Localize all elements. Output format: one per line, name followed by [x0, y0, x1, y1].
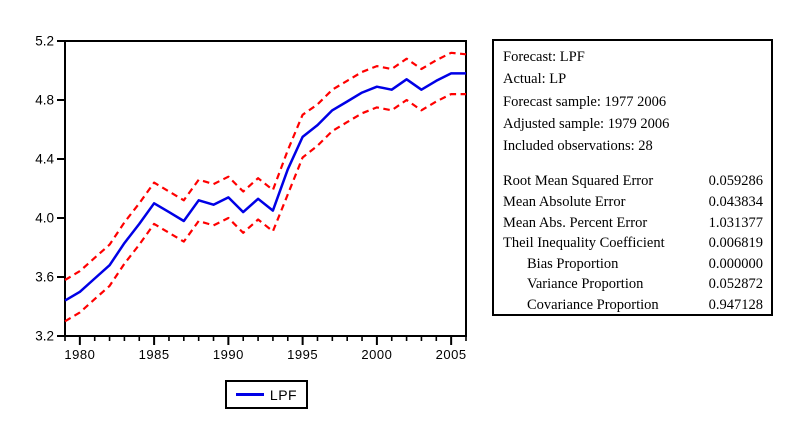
stats-header-line: Forecast sample: 1977 2006 [503, 93, 667, 110]
stats-metric-label: Mean Abs. Percent Error [503, 214, 648, 231]
stats-metric-value: 0.059286 [708, 173, 763, 190]
x-tick-label: 1995 [287, 347, 318, 362]
x-tick-label: 1980 [64, 347, 95, 362]
x-tick-label: 2005 [436, 347, 467, 362]
upper-2se-band-line [64, 51, 467, 281]
x-tick-label: 2000 [361, 347, 392, 362]
stats-metric-row: Root Mean Squared Error 0.059286 [503, 171, 763, 192]
stats-metric-label: Bias Proportion [527, 255, 619, 272]
stats-metric-label: Mean Absolute Error [503, 194, 626, 211]
stats-metric-value: 0.052872 [708, 276, 763, 293]
stats-metric-value: 0.006819 [708, 235, 763, 252]
stats-metric-row: Theil Inequality Coefficient 0.006819 [503, 233, 763, 254]
stats-metric-row: Mean Abs. Percent Error 1.031377 [503, 213, 763, 234]
stats-header: Forecast: LPF Actual: LP Forecast sample: … [503, 46, 763, 157]
stats-metric-row: Variance Proportion 0.052872 [503, 274, 763, 295]
y-tick-label: 3.2 [35, 329, 54, 344]
y-tick-label: 4.0 [35, 211, 54, 226]
lower-2se-band-line [64, 92, 466, 323]
stats-metric-label: Root Mean Squared Error [503, 173, 654, 190]
x-tick-label: 1985 [139, 347, 170, 362]
plot-border [64, 40, 467, 337]
stats-metric-value: 0.043834 [708, 194, 763, 211]
lpf-line [64, 72, 466, 302]
y-tick-label: 4.4 [35, 152, 54, 167]
stats-spacer [503, 157, 763, 171]
x-tick-label: 1990 [213, 347, 244, 362]
stats-metric-row: Covariance Proportion 0.947128 [503, 295, 763, 316]
stats-header-line: Included observations: 28 [503, 138, 653, 155]
stats-metric-value: 1.031377 [708, 214, 763, 231]
legend-line-sample [235, 393, 264, 396]
stats-metric-row: Bias Proportion 0.000000 [503, 254, 763, 275]
legend-label: LPF [269, 386, 298, 403]
chart-legend: LPF [225, 380, 308, 409]
y-tick-label: 5.2 [35, 34, 54, 49]
stats-header-line: Forecast: LPF [503, 49, 585, 65]
stats-header-line: Actual: LP [503, 71, 567, 88]
stats-metric-label: Covariance Proportion [527, 297, 659, 314]
stats-metric-row: Mean Absolute Error 0.043834 [503, 192, 763, 213]
y-tick-label: 3.6 [35, 270, 54, 285]
stats-metrics: Root Mean Squared Error 0.059286 Mean Abso… [503, 171, 763, 315]
stats-metric-label: Theil Inequality Coefficient [503, 235, 665, 252]
stats-metric-value: 0.000000 [708, 255, 763, 272]
forecast-chart: 5.2 4.8 4.4 4.0 3.6 3.2 1980 1985 1990 1995 2000 20… [35, 34, 467, 362]
stats-metric-label: Variance Proportion [527, 276, 644, 293]
stats-header-line: Adjusted sample: 1979 2006 [503, 115, 670, 132]
forecast-stats-box: Forecast: LPF Actual: LP Forecast sample: … [492, 39, 773, 316]
y-tick-label: 4.8 [35, 93, 54, 108]
stats-metric-value: 0.947128 [708, 297, 763, 314]
